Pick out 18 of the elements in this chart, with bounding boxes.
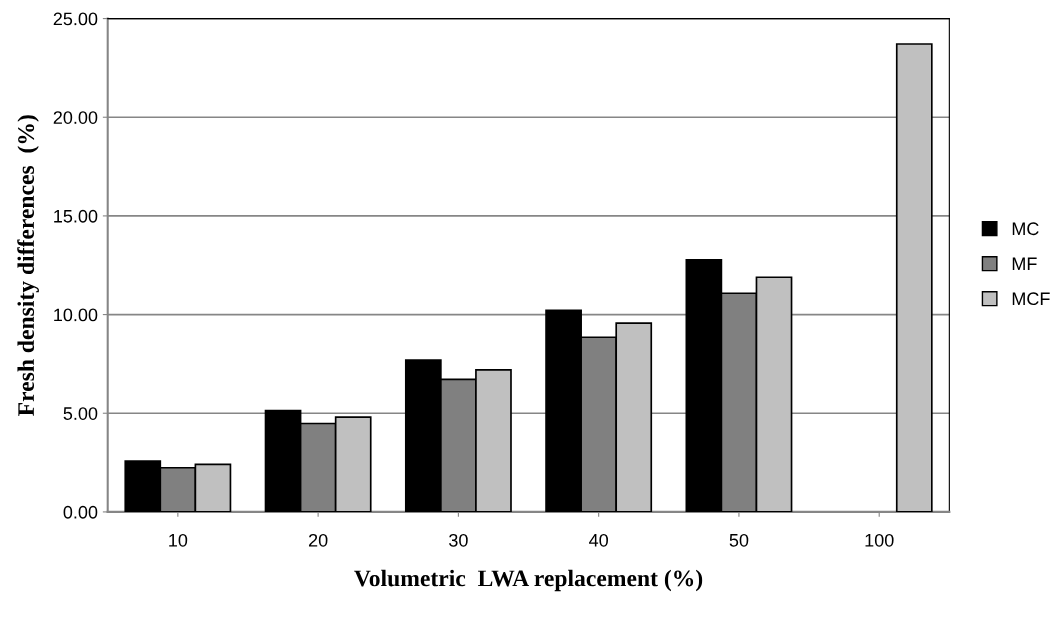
- y-tick-label: 15.00: [54, 209, 98, 223]
- x-tick-label: 10: [169, 533, 188, 547]
- y-tick-label: 25.00: [53, 12, 98, 26]
- y-axis-title: Fresh density differences (%): [17, 115, 39, 416]
- y-tick-label: 20.00: [53, 111, 98, 124]
- legend-label: MF: [1012, 257, 1037, 270]
- x-tick-label: 30: [449, 533, 468, 547]
- legend-label: MCF: [1012, 292, 1050, 306]
- y-tick-label: 10.00: [54, 308, 98, 322]
- x-tick-label: 20: [308, 533, 328, 547]
- y-tick-label: 0.00: [63, 505, 98, 519]
- x-tick-label: 50: [729, 533, 749, 547]
- legend-label: MC: [1012, 222, 1039, 236]
- bar: [895, 43, 933, 512]
- x-tick-label: 100: [865, 533, 894, 547]
- x-tick-label: 40: [589, 533, 608, 547]
- x-axis-title: Volumetric LWA replacement (%): [354, 569, 703, 592]
- y-tick-label: 5.00: [63, 407, 98, 420]
